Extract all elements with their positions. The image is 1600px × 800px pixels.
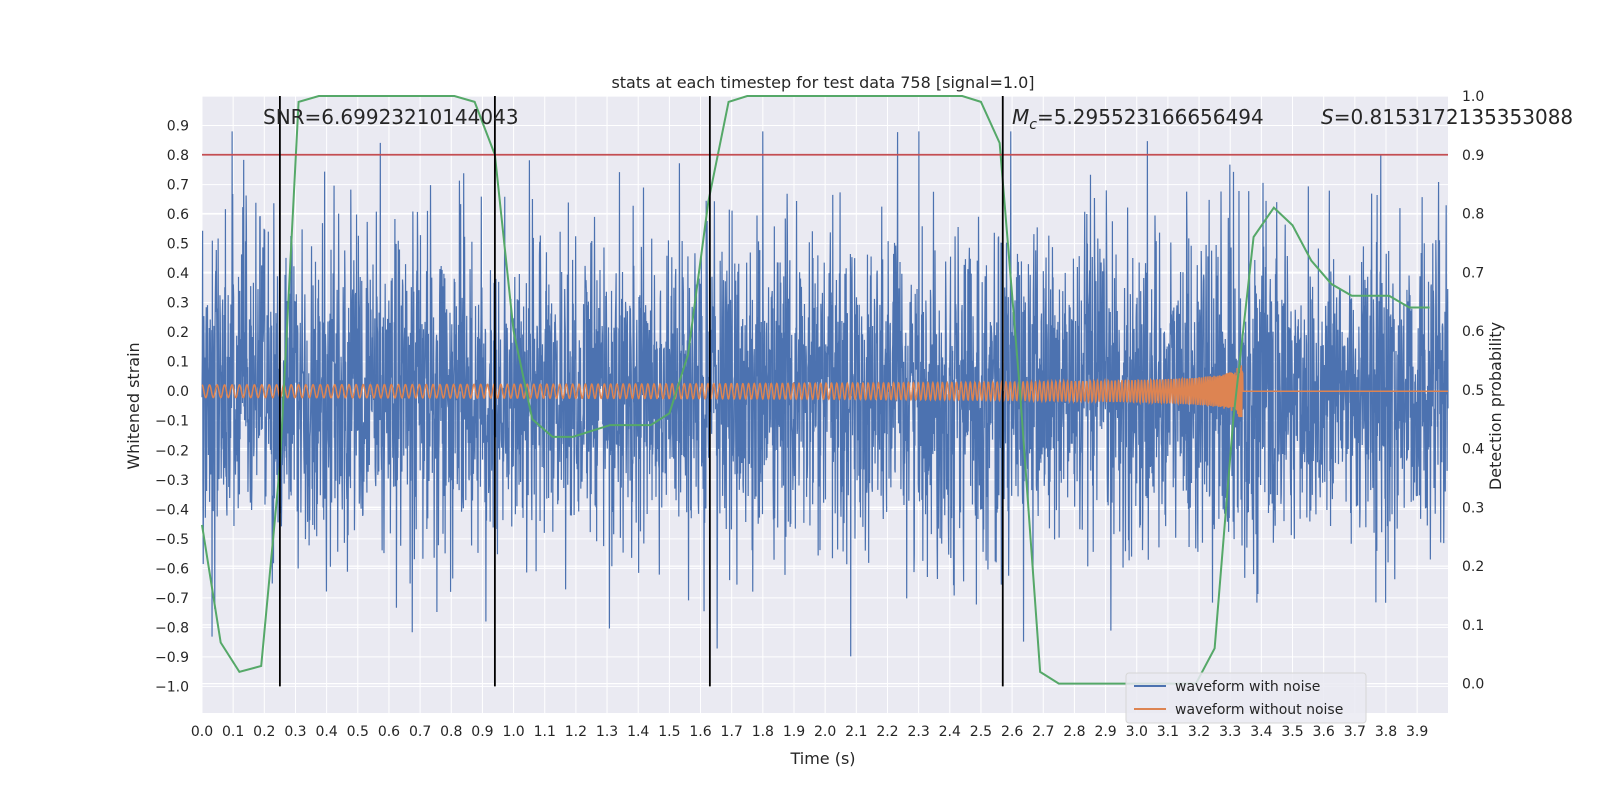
x-tick-label: 3.0 (1126, 724, 1148, 740)
x-tick-labels: 0.0 0.1 0.2 0.3 0.4 0.5 0.6 0.7 0.8 0.9 1.0 1.1 1.2 1… (191, 724, 1428, 740)
y2-tick-label: 0.0 (1462, 677, 1484, 693)
chirp-mass-annotation: Mc=5.295523166656494 (1012, 105, 1264, 133)
x-tick-label: 2.5 (970, 724, 992, 740)
y-tick-label: −0.6 (155, 561, 189, 577)
x-tick-label: 3.7 (1344, 724, 1366, 740)
x-tick-label: 1.0 (502, 724, 524, 740)
y2-tick-label: 0.9 (1462, 148, 1484, 164)
x-tick-label: 2.2 (876, 724, 898, 740)
x-tick-label: 3.3 (1219, 724, 1241, 740)
x-tick-label: 0.9 (471, 724, 493, 740)
x-tick-label: 2.9 (1094, 724, 1116, 740)
y-tick-label: 0.3 (167, 296, 189, 312)
y2-axis-label: Detection probability (1486, 322, 1505, 490)
x-tick-label: 0.8 (440, 724, 462, 740)
mc-value: =5.295523166656494 (1037, 105, 1264, 129)
x-tick-label: 0.7 (409, 724, 431, 740)
mc-symbol: M (1012, 105, 1029, 129)
x-tick-label: 0.1 (222, 724, 244, 740)
y2-tick-label: 0.2 (1462, 559, 1484, 575)
x-tick-label: 0.6 (378, 724, 400, 740)
x-tick-label: 3.6 (1313, 724, 1335, 740)
y-tick-label: −1.0 (155, 679, 189, 695)
y-tick-label: −0.7 (155, 591, 189, 607)
x-tick-label: 1.5 (658, 724, 680, 740)
y-tick-label: −0.8 (155, 620, 189, 636)
y2-tick-label: 0.1 (1462, 618, 1484, 634)
x-tick-label: 0.4 (315, 724, 337, 740)
y-tick-label: 0.4 (167, 266, 189, 282)
y-tick-label: 0.9 (167, 119, 189, 135)
y-tick-labels: 0.9 0.8 0.7 0.6 0.5 0.4 0.3 0.2 0.1 0.0 −0.1 −0.2 −0… (155, 119, 189, 696)
chart-title: stats at each timestep for test data 758… (611, 73, 1034, 92)
x-tick-label: 1.4 (627, 724, 649, 740)
y-tick-label: 0.8 (167, 148, 189, 164)
y-tick-label: −0.9 (155, 650, 189, 666)
x-tick-label: 3.2 (1188, 724, 1210, 740)
x-tick-label: 1.8 (752, 724, 774, 740)
y2-tick-label: 0.6 (1462, 324, 1484, 340)
x-tick-label: 1.3 (596, 724, 618, 740)
x-tick-label: 1.2 (565, 724, 587, 740)
x-tick-label: 2.0 (814, 724, 836, 740)
legend-box (1125, 672, 1367, 724)
x-tick-label: 2.4 (939, 724, 961, 740)
x-tick-label: 3.1 (1157, 724, 1179, 740)
snr-annotation: SNR=6.69923210144043 (263, 105, 519, 129)
mc-subscript: c (1029, 117, 1037, 133)
legend-label-clean: waveform without noise (1175, 702, 1343, 718)
y-axis-label: Whitened strain (124, 342, 143, 469)
series-waveform-without-noise (201, 365, 1449, 418)
x-tick-label: 1.9 (783, 724, 805, 740)
legend: waveform with noise waveform without noi… (1125, 672, 1367, 724)
x-tick-label: 0.3 (284, 724, 306, 740)
x-tick-label: 2.1 (845, 724, 867, 740)
x-tick-label: 2.8 (1063, 724, 1085, 740)
clean-series-group (201, 365, 1449, 418)
s-symbol: S (1321, 105, 1334, 129)
x-axis-label: Time (s) (789, 749, 855, 768)
s-value: =0.8153172135353088 (1334, 105, 1573, 129)
x-tick-label: 1.1 (534, 724, 556, 740)
y2-tick-label: 1.0 (1462, 89, 1484, 105)
y-tick-label: −0.2 (155, 443, 189, 459)
y-tick-label: −0.1 (155, 414, 189, 430)
x-tick-label: 3.8 (1375, 724, 1397, 740)
x-tick-label: 1.6 (689, 724, 711, 740)
x-tick-label: 3.4 (1250, 724, 1272, 740)
legend-label-noisy: waveform with noise (1175, 679, 1320, 695)
x-tick-label: 0.0 (191, 724, 213, 740)
y2-tick-label: 0.3 (1462, 500, 1484, 516)
y-tick-label: −0.4 (155, 502, 189, 518)
x-tick-label: 2.6 (1001, 724, 1023, 740)
x-tick-label: 0.5 (347, 724, 369, 740)
vertical-markers (278, 96, 1004, 687)
x-tick-label: 3.5 (1281, 724, 1303, 740)
series-detection-probability (201, 95, 1430, 685)
prob-series-group (201, 95, 1430, 685)
y-tick-label: 0.5 (167, 237, 189, 253)
y-tick-label: 0.7 (167, 178, 189, 194)
score-annotation: S=0.8153172135353088 (1321, 105, 1573, 129)
y-tick-label: −0.3 (155, 473, 189, 489)
y-tick-label: −0.5 (155, 532, 189, 548)
y-tick-label: 0.1 (167, 355, 189, 371)
y-tick-label: 0.0 (167, 384, 189, 400)
y2-tick-label: 0.5 (1462, 383, 1484, 399)
x-tick-label: 2.7 (1032, 724, 1054, 740)
x-tick-label: 2.3 (907, 724, 929, 740)
x-tick-label: 1.7 (721, 724, 743, 740)
x-tick-label: 3.9 (1406, 724, 1428, 740)
y2-tick-label: 0.4 (1462, 442, 1484, 458)
y-tick-label: 0.2 (167, 325, 189, 341)
y2-tick-label: 0.8 (1462, 207, 1484, 223)
x-tick-label: 0.2 (253, 724, 275, 740)
y2-tick-labels: 1.0 0.9 0.8 0.7 0.6 0.5 0.4 0.3 0.2 0.1 0.0 (1462, 89, 1484, 693)
y-tick-label: 0.6 (167, 207, 189, 223)
y2-tick-label: 0.7 (1462, 265, 1484, 281)
